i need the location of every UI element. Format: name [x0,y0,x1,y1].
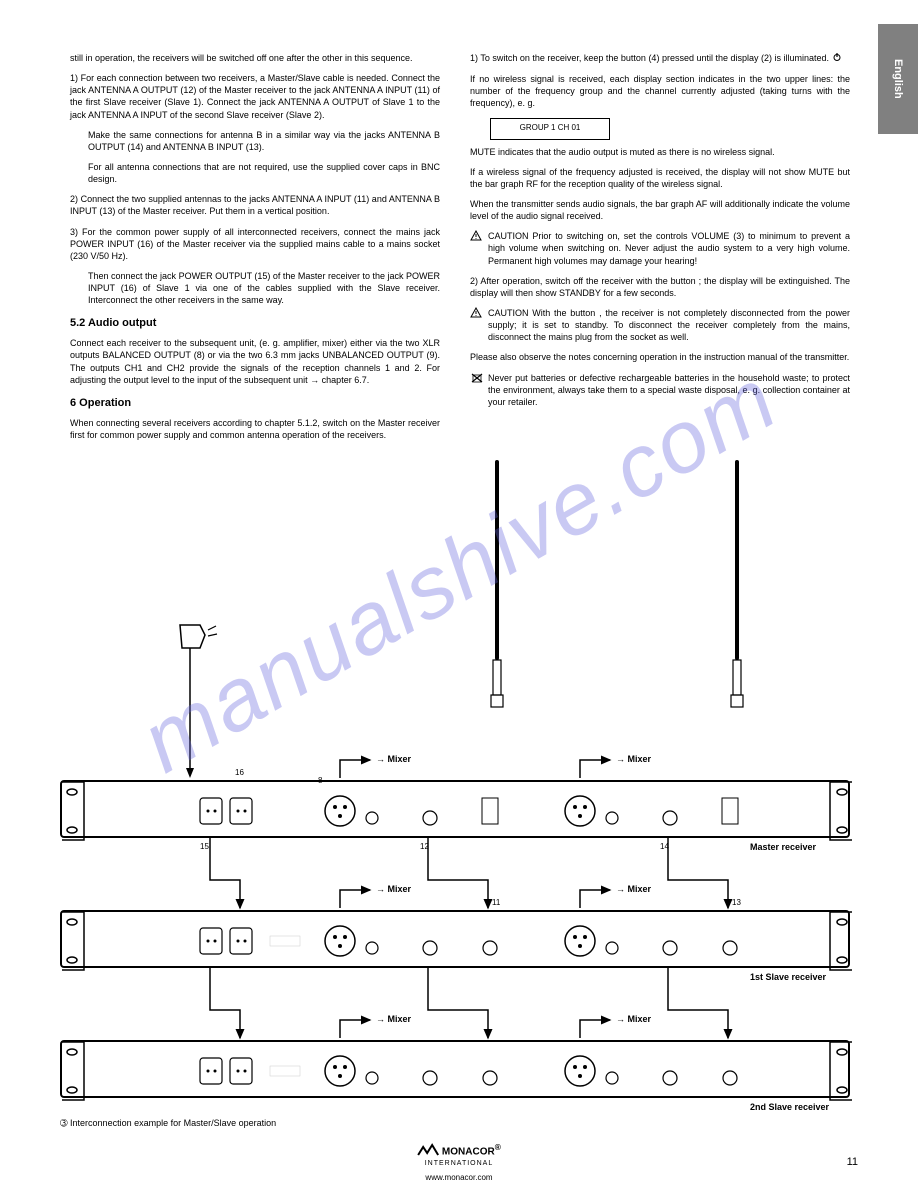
para: For all antenna connections that are not… [88,161,440,185]
footer-logo: MONACOR® INTERNATIONAL [417,1142,501,1168]
callout-num: 12 [420,842,429,851]
para: MUTE indicates that the audio output is … [470,146,850,158]
disposal-block: Never put batteries or defective recharg… [488,372,850,408]
para: 2) After operation, switch off the recei… [470,275,850,299]
caution-block: CAUTION With the button , the receiver i… [488,307,850,343]
callout-num: 8 [318,776,322,785]
connection-arrows [60,620,860,1130]
callout-num: 14 [660,842,669,851]
para: still in operation, the receivers will b… [70,52,440,64]
mixer-label: → Mixer [376,884,411,894]
caution-block: CAUTION Prior to switching on, set the c… [488,230,850,266]
mixer-label: → Mixer [616,1014,651,1024]
figure-caption: ➂ Interconnection example for Master/Sla… [60,1118,276,1129]
rack-label: Master receiver [750,842,816,852]
power-icon [832,52,842,65]
section-head: 5.2 Audio output [70,316,440,331]
left-column: still in operation, the receivers will b… [70,52,440,449]
mixer-label: → Mixer [616,884,651,894]
logo-icon [417,1143,439,1157]
right-column: 1) To switch on the receiver, keep the b… [470,52,850,416]
footer-website: www.monacor.com [425,1173,492,1182]
diagram-area: → Mixer → Mixer → Mixer → Mixer → Mixer … [60,620,860,1130]
para: 3) For the common power supply of all in… [70,226,440,262]
section-head: 6 Operation [70,396,440,411]
para: Then connect the jack POWER OUTPUT (15) … [88,270,440,306]
para: 1) To switch on the receiver, keep the b… [470,52,850,65]
para: 1) For each connection between two recei… [70,72,440,121]
callout-num: 13 [732,898,741,907]
mixer-label: → Mixer [376,1014,411,1024]
warning-icon [470,230,482,245]
para: If no wireless signal is received, each … [470,73,850,109]
rack-label: 2nd Slave receiver [750,1102,829,1112]
para: Please also observe the notes concerning… [470,351,850,363]
callout-num: 15 [200,842,209,851]
mixer-label: → Mixer [376,754,411,764]
warning-icon [470,307,482,322]
no-waste-icon [470,372,484,387]
para: If a wireless signal of the frequency ad… [470,166,850,190]
page-tab: English [878,24,918,134]
para: When the transmitter sends audio signals… [470,198,850,222]
mixer-label: → Mixer [616,754,651,764]
para: 2) Connect the two supplied antennas to … [70,193,440,217]
para: Make the same connections for antenna B … [88,129,440,153]
page-number: 11 [847,1156,858,1168]
callout-num: 11 [492,898,500,907]
rack-label: 1st Slave receiver [750,972,826,982]
display-sample: GROUP 1 CH 01 [490,118,610,140]
para: Connect each receiver to the subsequent … [70,337,440,386]
callout-num: 16 [235,768,244,777]
para: When connecting several receivers accord… [70,417,440,441]
